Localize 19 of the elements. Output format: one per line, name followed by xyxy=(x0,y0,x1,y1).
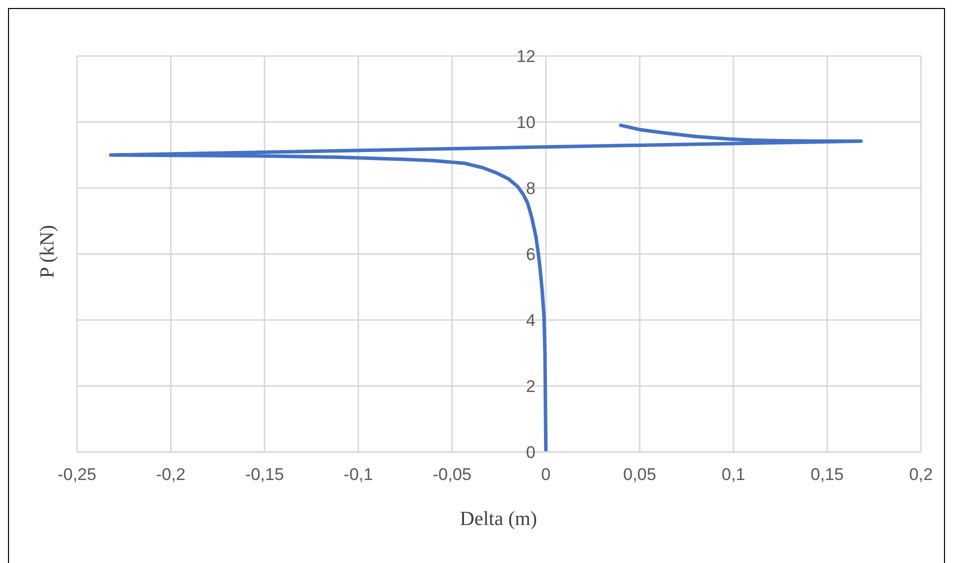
x-tick-label: -0,05 xyxy=(432,465,472,484)
x-tick-label: 0,1 xyxy=(722,465,746,484)
y-tick-label: 12 xyxy=(516,47,536,66)
y-tick-label: 4 xyxy=(526,311,536,330)
x-axis-title: Delta (m) xyxy=(458,508,538,531)
y-tick-label: 2 xyxy=(526,377,536,396)
x-tick-label: -0,2 xyxy=(156,465,186,484)
x-tick-label: -0,15 xyxy=(245,465,284,484)
x-tick-label: -0,25 xyxy=(58,465,96,484)
y-tick-label: 10 xyxy=(516,113,536,132)
x-tick-label: -0,1 xyxy=(344,465,373,484)
x-tick-label: 0,2 xyxy=(909,465,933,484)
x-tick-label: 0 xyxy=(541,465,551,484)
y-axis-title: P (kN) xyxy=(36,224,60,280)
y-tick-label: 8 xyxy=(526,179,536,198)
y-tick-label: 6 xyxy=(526,245,536,264)
y-tick-label: 0 xyxy=(526,443,536,462)
x-tick-label: 0,05 xyxy=(623,465,656,484)
x-tick-label: 0,15 xyxy=(810,465,844,484)
